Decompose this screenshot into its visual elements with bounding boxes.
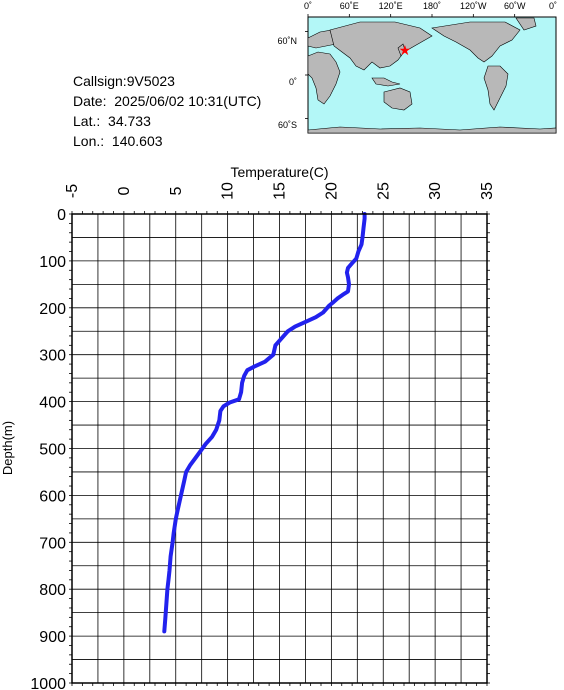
chart-grid xyxy=(69,211,490,686)
y-tick-label: 600 xyxy=(39,488,66,505)
y-tick-label: 400 xyxy=(39,395,66,412)
land-indonesia xyxy=(371,77,401,87)
date-value: 2025/06/02 10:31(UTC) xyxy=(114,93,262,109)
y-tick-label: 1000 xyxy=(30,676,66,690)
date-label: Date: xyxy=(73,93,107,109)
map-lon-label-3: 180˚ xyxy=(423,1,441,11)
lat-label: Lat.: xyxy=(73,113,101,129)
y-tick-label: 800 xyxy=(39,582,66,599)
map-lon-label-5: 60˚W xyxy=(504,1,526,11)
callsign-row: Callsign:9V5023 xyxy=(73,71,261,91)
map-land xyxy=(307,17,557,134)
x-tick-label: 25 xyxy=(375,182,392,200)
y-axis-title: Depth(m) xyxy=(0,421,15,475)
y-tick-label: 100 xyxy=(39,254,66,271)
x-tick-label: 35 xyxy=(479,182,496,200)
map-lon-label-2: 120˚E xyxy=(379,1,403,11)
series-layer xyxy=(162,212,367,634)
y-tick-label: 500 xyxy=(39,442,66,459)
station-marker-icon: ★ xyxy=(399,42,412,58)
station-info: Callsign:9V5023 Date: 2025/06/02 10:31(U… xyxy=(73,71,261,151)
lon-label: Lon.: xyxy=(73,133,105,149)
x-axis-title: Temperature(C) xyxy=(230,164,328,180)
y-tick-label: 300 xyxy=(39,348,66,365)
x-tick-label: 10 xyxy=(220,182,237,200)
lat-value: 34.733 xyxy=(108,113,151,129)
land-antarctica xyxy=(307,126,557,134)
y-tick-labels: 0 100 200 300 400 500 600 700 800 900 1000 xyxy=(30,207,66,690)
land-japan xyxy=(397,43,406,57)
temperature-profile-line xyxy=(162,212,367,634)
world-map: 0˚ 60˚E 120˚E 180˚ 120˚W 60˚W 0˚ 60˚N 0˚… xyxy=(277,1,557,134)
x-tick-label: 20 xyxy=(323,182,340,200)
y-tick-label: 0 xyxy=(57,207,66,224)
x-tick-labels: -5 0 5 10 15 20 25 30 35 xyxy=(64,182,496,200)
map-lon-label-4: 120˚W xyxy=(460,1,487,11)
land-africa xyxy=(307,51,341,105)
land-australia xyxy=(383,87,413,111)
x-tick-label: -5 xyxy=(64,184,81,198)
x-tick-label: 5 xyxy=(168,186,185,195)
map-lon-label-6: 0˚ xyxy=(549,1,557,11)
date-row: Date: 2025/06/02 10:31(UTC) xyxy=(73,91,261,111)
map-lon-label-0: 0˚ xyxy=(304,1,312,11)
lon-row: Lon.: 140.603 xyxy=(73,131,261,151)
map-lat-label-0: 60˚N xyxy=(277,36,297,46)
y-tick-label: 900 xyxy=(39,629,66,646)
y-tick-label: 700 xyxy=(39,535,66,552)
map-grid xyxy=(305,14,516,119)
x-tick-label: 30 xyxy=(427,182,444,200)
land-north-america xyxy=(431,21,521,63)
lat-row: Lat.: 34.733 xyxy=(73,111,261,131)
x-tick-label: 15 xyxy=(272,182,289,200)
y-tick-label: 200 xyxy=(39,301,66,318)
land-greenland xyxy=(515,17,537,31)
plot-frame xyxy=(71,213,488,684)
callsign-value: 9V5023 xyxy=(126,73,175,89)
land-south-america xyxy=(483,65,509,111)
land-asia xyxy=(329,21,433,71)
map-lon-label-1: 60˚E xyxy=(340,1,359,11)
callsign-label: Callsign: xyxy=(73,73,127,89)
x-tick-label: 0 xyxy=(116,186,133,195)
map-lat-label-2: 60˚S xyxy=(278,120,297,130)
map-lat-label-1: 0˚ xyxy=(289,77,297,87)
lon-value: 140.603 xyxy=(111,133,163,149)
